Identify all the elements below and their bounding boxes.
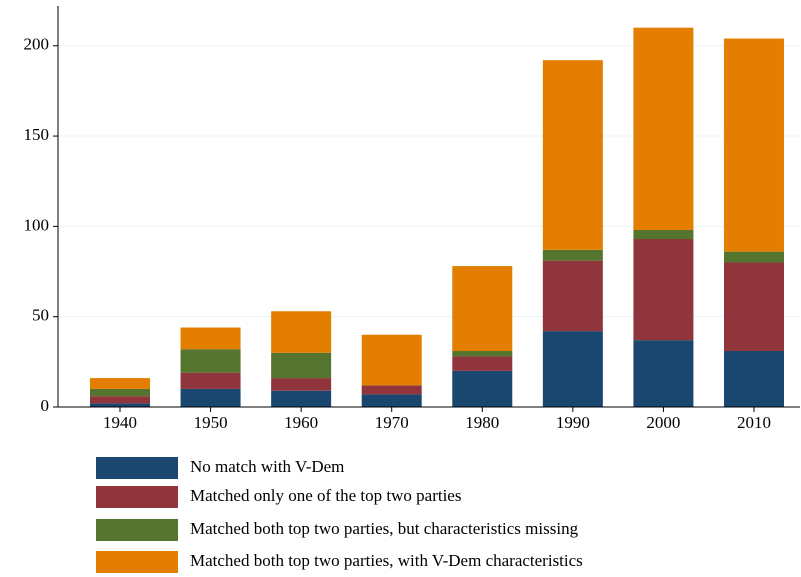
bar-segment [633, 239, 694, 341]
bar-segment [723, 262, 784, 352]
bar-segment [90, 403, 150, 407]
bar-segment [90, 396, 150, 404]
y-tick-label: 0 [41, 396, 50, 415]
legend-label: Matched both top two parties, but charac… [190, 519, 579, 538]
bar-segment [180, 372, 241, 389]
legend-label: No match with V-Dem [190, 457, 344, 476]
bar-segment [633, 340, 694, 407]
y-tick-label: 200 [24, 35, 50, 54]
bar-segment [271, 390, 332, 407]
bar-segment [90, 388, 150, 397]
bar-segment [271, 311, 332, 353]
x-tick-label: 1990 [556, 413, 590, 432]
bar-segment [542, 331, 603, 407]
bar-segment [452, 266, 513, 352]
bar-segment [452, 356, 513, 371]
x-tick-label: 1960 [284, 413, 318, 432]
bar-segment [542, 260, 603, 332]
bar-segment [452, 351, 513, 357]
legend-swatch [96, 519, 178, 541]
bar-segment [361, 334, 422, 386]
x-tick-label: 1980 [465, 413, 499, 432]
x-tick-label: 1950 [194, 413, 228, 432]
legend-swatch [96, 457, 178, 479]
x-tick-label: 1940 [103, 413, 137, 432]
bar-segment [452, 370, 513, 407]
bar-segment [271, 352, 332, 379]
bar-segment [180, 388, 241, 407]
bar-segment [723, 38, 784, 252]
bar-segment [361, 385, 422, 395]
bar-segment [542, 249, 603, 261]
y-tick-label: 150 [24, 125, 50, 144]
y-tick-label: 50 [32, 306, 49, 325]
x-tick-label: 2010 [737, 413, 771, 432]
legend-swatch [96, 551, 178, 573]
bar-segment [180, 327, 241, 350]
legend-swatch [96, 486, 178, 508]
bar-segment [271, 378, 332, 391]
bar-segment [633, 27, 694, 230]
x-tick-label: 2000 [646, 413, 680, 432]
bar-segment [633, 229, 694, 240]
legend-label: Matched only one of the top two parties [190, 486, 461, 505]
bar-segment [90, 378, 150, 389]
x-tick-label: 1970 [375, 413, 409, 432]
bar-segment [542, 60, 603, 250]
bar-segment [180, 349, 241, 373]
bar-segment [361, 394, 422, 407]
bar-segment [723, 351, 784, 407]
bar-segment [723, 251, 784, 263]
y-tick-label: 100 [24, 215, 50, 234]
legend-label: Matched both top two parties, with V-Dem… [190, 551, 583, 570]
